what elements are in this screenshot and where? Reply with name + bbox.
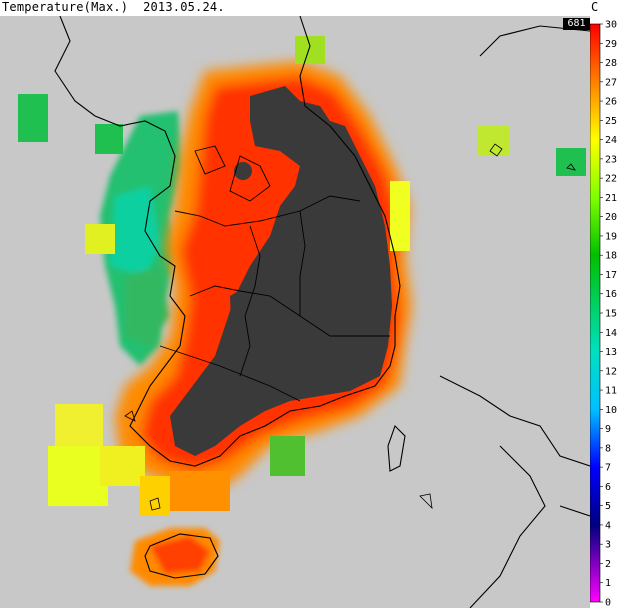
map-title: Temperature(Max.) 2013.05.24.: [2, 0, 225, 14]
legend-tick-label: 29: [605, 39, 617, 50]
legend-tick-label: 2: [605, 559, 611, 570]
small-islands: [124, 143, 576, 511]
legend-tick-label: 11: [605, 386, 617, 397]
legend-tick-label: 8: [605, 443, 611, 454]
legend-ticks: 3029282726252423222120191817161514131211…: [600, 20, 617, 608]
color-legend: 3029282726252423222120191817161514131211…: [590, 20, 617, 608]
station-count-badge: 681: [563, 18, 590, 30]
legend-tick-label: 26: [605, 97, 617, 108]
legend-tick-label: 17: [605, 270, 617, 281]
hot-core: [170, 86, 392, 456]
legend-tick-label: 19: [605, 231, 617, 242]
west-coast-zone: [100, 111, 182, 366]
legend-tick-label: 6: [605, 482, 611, 493]
legend-tick-label: 16: [605, 289, 617, 300]
legend-tick-label: 27: [605, 77, 617, 88]
legend-tick-label: 4: [605, 520, 611, 531]
legend-tick-label: 9: [605, 424, 611, 435]
legend-tick-label: 21: [605, 193, 617, 204]
legend-tick-label: 30: [605, 20, 617, 31]
station-blocks: [18, 36, 586, 516]
legend-tick-label: 22: [605, 174, 617, 185]
legend-tick-label: 7: [605, 463, 611, 474]
province-borders: [159, 145, 390, 402]
temperature-map: [0, 16, 590, 608]
legend-tick-label: 5: [605, 501, 611, 512]
legend-tick-label: 20: [605, 212, 617, 223]
legend-tick-label: 13: [605, 347, 617, 358]
legend-tick-label: 14: [605, 328, 617, 339]
legend-tick-label: 28: [605, 58, 617, 69]
unit-label: C: [591, 0, 599, 14]
legend-tick-label: 18: [605, 251, 617, 262]
legend-tick-label: 15: [605, 309, 617, 320]
legend-tick-label: 23: [605, 154, 617, 165]
legend-tick-label: 10: [605, 405, 617, 416]
legend-tick-label: 24: [605, 135, 617, 146]
legend-tick-label: 1: [605, 578, 611, 589]
legend-tick-label: 0: [605, 598, 611, 608]
legend-tick-label: 3: [605, 540, 611, 551]
legend-tick-label: 25: [605, 116, 617, 127]
legend-bar: [590, 23, 601, 603]
legend-tick-label: 12: [605, 366, 617, 377]
